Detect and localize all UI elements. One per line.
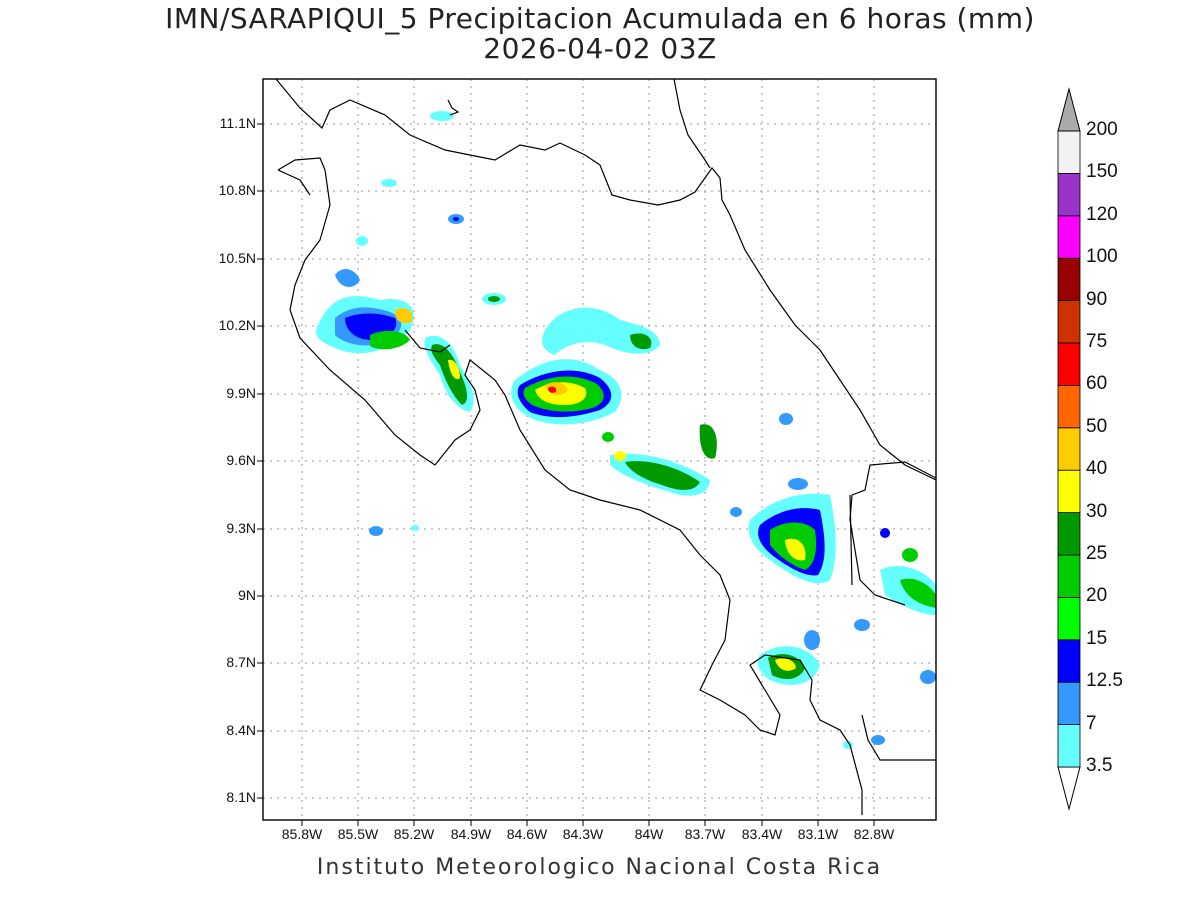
lon-tick-label: 83.7W	[684, 826, 726, 842]
lat-tick-label: 10.8N	[218, 182, 256, 198]
grid-lines	[257, 79, 936, 826]
colorbar-swatch	[1057, 597, 1081, 641]
colorbar-swatch	[1057, 172, 1081, 217]
colorbar-swatch	[1057, 469, 1081, 514]
colorbar-label: 30	[1086, 500, 1108, 522]
lat-tick-label: 10.5N	[218, 250, 256, 266]
colorbar-swatch	[1057, 257, 1081, 302]
lon-tick-label: 84.3W	[562, 826, 604, 842]
colorbar-swatch	[1057, 724, 1081, 768]
colorbar-label: 60	[1086, 373, 1108, 395]
colorbar-label: 50	[1086, 415, 1108, 437]
colorbar-label: 25	[1086, 543, 1108, 564]
colorbar-swatch	[1057, 427, 1081, 471]
colorbar-label: 12.5	[1086, 670, 1123, 692]
rain-cluster-central	[511, 307, 660, 425]
colorbar-swatch	[1057, 215, 1081, 259]
map-title: IMN/SARAPIQUI_5 Precipitacion Acumulada …	[165, 2, 1035, 35]
colorbar-label: 3.5	[1086, 755, 1113, 776]
rain-cluster-guanacaste	[315, 268, 474, 412]
lon-tick-label: 84.9W	[450, 826, 492, 842]
lon-tick-label: 84.6W	[506, 826, 548, 842]
lon-tick-label: 85.8W	[281, 826, 323, 842]
colorbar-swatch	[1057, 130, 1081, 174]
precipitation-field	[315, 111, 936, 749]
colorbar-swatch	[1057, 681, 1081, 726]
lon-tick-label: 82.8W	[853, 826, 895, 842]
lat-tick-label: 9.9N	[226, 385, 256, 401]
lat-tick-label: 9.3N	[226, 520, 256, 536]
colorbar-swatch	[1057, 342, 1081, 386]
lat-tick-label: 9.6N	[226, 452, 256, 468]
lat-tick-label: 8.1N	[226, 789, 256, 805]
colorbar-min-arrow	[1057, 766, 1081, 811]
colorbar-swatch	[1057, 639, 1081, 683]
colorbar-swatch	[1057, 384, 1081, 429]
footer-institution: Instituto Meteorologico Nacional Costa R…	[316, 855, 883, 880]
colorbar-label: 75	[1086, 331, 1108, 352]
colorbar-label: 90	[1086, 288, 1108, 310]
lon-tick-label: 85.5W	[337, 826, 379, 842]
colorbar-label: 150	[1086, 161, 1118, 183]
colorbar-label: 120	[1086, 203, 1118, 225]
colorbar-label: 20	[1086, 585, 1108, 607]
lon-tick-label: 85.2W	[393, 826, 435, 842]
lon-tick-label: 83.1W	[797, 826, 839, 842]
lat-tick-label: 8.4N	[226, 722, 256, 738]
colorbar-label: 7	[1086, 712, 1097, 734]
lat-tick-label: 8.7N	[226, 654, 256, 670]
coastline-borders	[275, 79, 936, 815]
colorbar-label: 200	[1086, 119, 1118, 140]
colorbar-label: 100	[1086, 246, 1118, 268]
lat-tick-label: 10.2N	[218, 317, 256, 333]
lon-tick-label: 83.4W	[741, 826, 783, 842]
colorbar-swatch	[1057, 300, 1081, 344]
map-datetime: 2026-04-02 03Z	[483, 32, 717, 65]
colorbar-swatch	[1057, 554, 1081, 598]
rain-cells-scattered	[356, 111, 936, 749]
lat-tick-label: 9N	[238, 587, 256, 603]
rain-cluster-caribbean	[610, 424, 936, 685]
colorbar-label: 15	[1086, 627, 1108, 649]
colorbar-label: 40	[1086, 458, 1108, 480]
plot-frame	[262, 78, 937, 821]
colorbar-max-arrow	[1057, 87, 1081, 132]
lon-tick-label: 84W	[634, 826, 664, 842]
lat-tick-label: 11.1N	[219, 115, 256, 131]
colorbar-swatch	[1057, 512, 1081, 556]
colorbar	[1057, 87, 1081, 811]
